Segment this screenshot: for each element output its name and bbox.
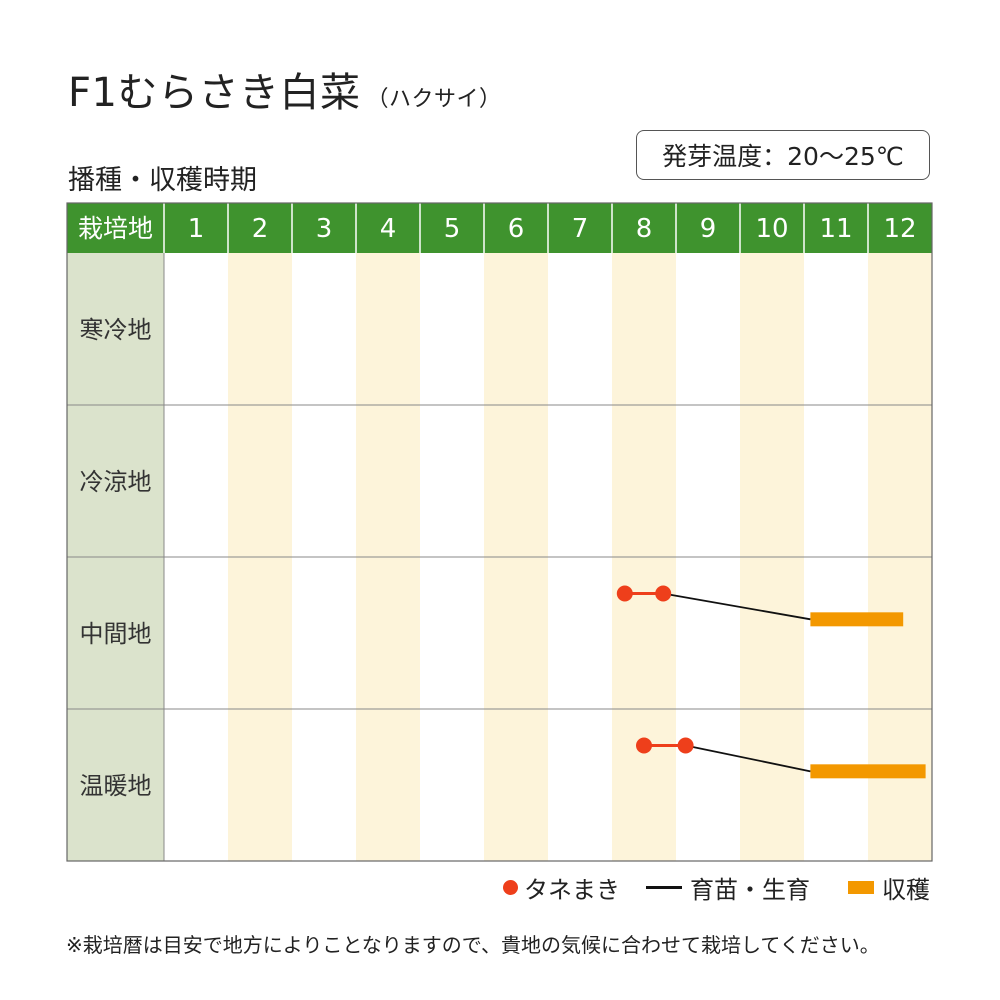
title-main: F1むらさき白菜 [68,70,361,116]
growing-line [663,592,811,621]
sowing-dot-start [616,585,633,602]
chart-subtitle: 播種・収穫時期 [68,165,257,196]
corner-label: 栽培地 [78,214,153,243]
month-label-7: 7 [572,214,589,244]
month-label-3: 3 [316,214,333,244]
month-label-8: 8 [636,214,653,244]
month-label-1: 1 [188,214,205,244]
sowing-dot-end [677,737,694,754]
month-label-9: 9 [700,214,717,244]
month-label-11: 11 [819,214,852,244]
region-label: 温暖地 [80,772,152,800]
legend-harvest-label: 収穫 [882,875,930,904]
legend-sowing-swatch [503,879,518,895]
sowing-dot-start [636,737,652,754]
harvest-bar [810,764,926,779]
header-row-bg [67,203,932,253]
germination-temp-box: 発芽温度：20～25℃ [636,130,930,180]
sowing-dot-end [655,585,672,602]
month-label-5: 5 [444,214,461,244]
page-title: F1むらさき白菜 （ハクサイ） [68,60,501,118]
title-paren: （ハクサイ） [366,87,502,112]
month-label-4: 4 [380,214,397,244]
month-label-6: 6 [508,214,525,244]
legend-growing: 育苗・生育 [620,870,810,905]
region-label: 冷涼地 [80,468,152,496]
legend: タネまき 育苗・生育 収穫 [503,870,930,905]
table-border [66,202,933,862]
growing-line [685,744,811,773]
footnote: ※栽培暦は目安で地方によりことなりますので、貴地の気候に合わせて栽培してください… [66,933,880,957]
germination-temp-text: 発芽温度：20～25℃ [662,142,904,171]
legend-growing-swatch [646,885,682,889]
month-label-2: 2 [252,214,269,244]
legend-harvest: 収穫 [810,870,930,905]
legend-growing-label: 育苗・生育 [690,875,810,904]
harvest-bar [810,612,904,627]
month-label-12: 12 [883,214,916,244]
legend-sowing: タネまき [503,870,620,905]
legend-harvest-swatch [848,880,874,894]
month-label-10: 10 [755,214,788,244]
legend-sowing-label: タネまき [524,875,620,904]
region-label: 中間地 [80,620,152,648]
region-label: 寒冷地 [80,316,152,344]
